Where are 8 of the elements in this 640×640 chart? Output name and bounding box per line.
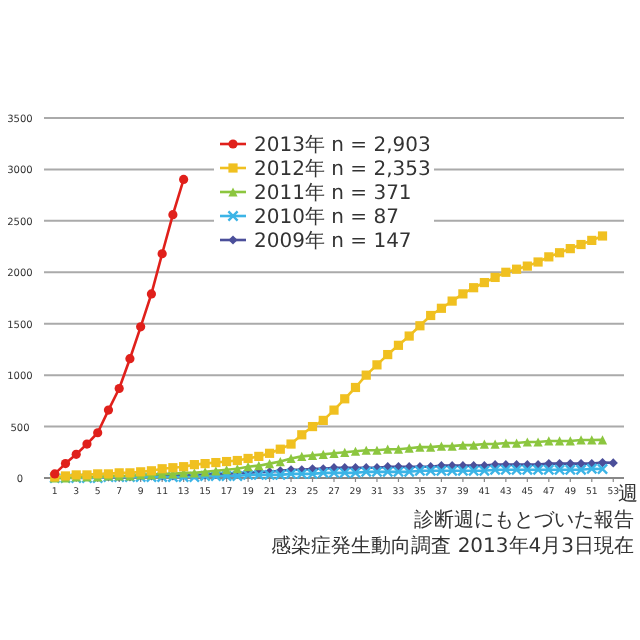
text: 診断週にもとづいた報告 [414, 508, 634, 532]
legend-label: 2010年 n = 87 [254, 205, 399, 229]
legend-label: 2012年 n = 2,353 [254, 157, 431, 181]
legend-label: 2011年 n = 371 [254, 181, 412, 205]
x-axis-title: 週 [618, 484, 638, 506]
legend-label: 2013年 n = 2,903 [254, 133, 431, 157]
text: 感染症発生動向調査 2013年4月3日現在 [271, 534, 634, 558]
legend-label: 2009年 n = 147 [254, 229, 412, 253]
